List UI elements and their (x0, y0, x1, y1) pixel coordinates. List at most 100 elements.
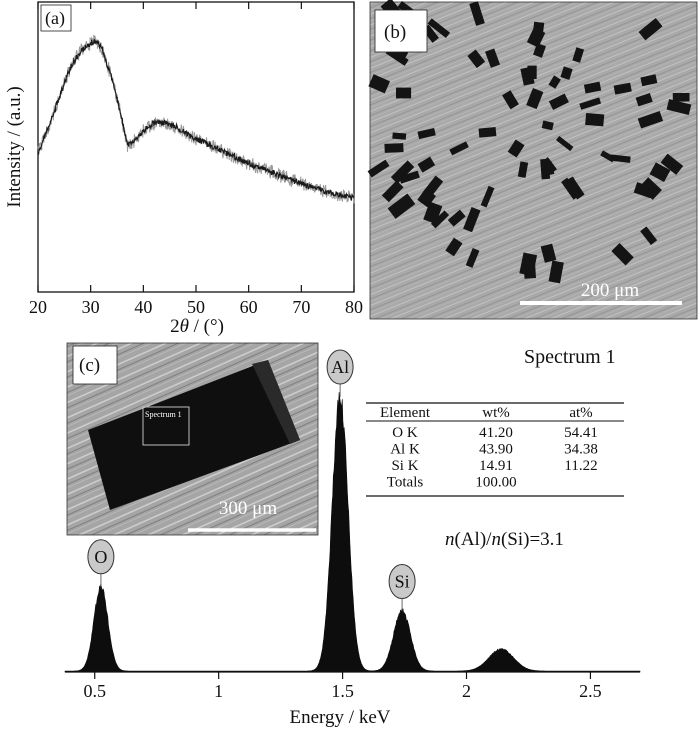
sem-flake (649, 162, 671, 182)
sem-flake (478, 127, 497, 138)
eds-spectrum-area (64, 392, 641, 673)
sem-flake (396, 87, 412, 99)
sem-flake (467, 49, 486, 69)
sem-flake (640, 226, 658, 246)
sem-flake (565, 176, 580, 193)
table-cell: 43.90 (479, 442, 513, 458)
x-tick-label: 2 (462, 681, 471, 701)
sem-flake (507, 139, 525, 158)
spectrum-title: Spectrum 1 (524, 346, 616, 368)
xrd-noise-envelope (37, 34, 355, 204)
sem-flake (390, 160, 415, 184)
sem-flake (447, 209, 466, 227)
table-header-cell: wt% (482, 405, 510, 421)
atomic-ratio: n(Al)/n(Si)=3.1 (445, 529, 564, 550)
sem-flake (465, 248, 480, 268)
ratio-si: (Si)=3.1 (501, 529, 564, 550)
sem-flake (469, 1, 485, 26)
table-cell: 14.91 (479, 458, 513, 474)
sem-flake (449, 141, 469, 156)
table-cell: Al K (390, 442, 420, 458)
x-tick-label: 0.5 (83, 681, 106, 701)
sem-c-scale-label: 300 μm (219, 498, 277, 519)
sem-flake (517, 161, 529, 178)
panel-b-label: (b) (384, 22, 406, 43)
sem-c-flake-edge (252, 360, 300, 444)
sem-flake (417, 156, 436, 173)
x-tick-label: 1.5 (331, 681, 354, 701)
ratio-n2: n (491, 529, 501, 550)
sem-flake (540, 243, 557, 263)
sem-c-roi-label: Spectrum 1 (145, 410, 182, 419)
sem-flake (526, 87, 544, 110)
table-cell: 34.38 (564, 442, 598, 458)
sem-flake (430, 210, 450, 229)
sem-flake (583, 81, 602, 94)
eds-xlabel: Energy / keV (290, 707, 391, 728)
sem-flake (548, 93, 569, 111)
sem-c-roi-box (142, 406, 190, 446)
sem-flake (611, 243, 634, 266)
sem-flake (527, 65, 537, 80)
eds-peaks (64, 392, 641, 673)
sem-flake (666, 99, 692, 115)
sem-flake (548, 75, 561, 89)
sem-c-flake (88, 360, 300, 510)
sem-flake (384, 143, 404, 153)
x-tick-label: 50 (187, 297, 205, 317)
sem-flake (660, 153, 684, 175)
panel-c-label-box (72, 345, 118, 385)
sem-flake (556, 135, 574, 152)
sem-flake (548, 260, 564, 284)
sem-flake (672, 92, 690, 102)
table-header-cell: at% (569, 405, 592, 421)
sem-flake (579, 97, 602, 110)
peak-label-text: Si (395, 572, 410, 592)
peak-label-text: Al (331, 357, 349, 377)
table-cells: Element wt% at% O K 41.20 54.41 Al K 43.90 34.38… (380, 405, 598, 491)
sem-flake (561, 177, 580, 200)
panel-a-label-box (40, 4, 72, 32)
sem-flake (637, 110, 664, 129)
sem-flake (392, 132, 407, 140)
sem-flake (542, 157, 557, 174)
ratio-n1: n (445, 529, 455, 550)
sem-flake (541, 120, 554, 131)
plot-a-xlabel: 2θ / (°) (170, 316, 224, 337)
x-tick-label: 20 (29, 297, 47, 317)
plot-a-x-ticks: 20 30 40 50 60 70 80 (29, 2, 363, 317)
eds-peak-labels: O Al Si (87, 349, 416, 612)
sem-flake (417, 127, 436, 140)
sem-flake (398, 170, 420, 184)
table-cell: O K (392, 425, 418, 441)
x-tick-label: 60 (240, 297, 258, 317)
panel-a: 20 30 40 50 60 70 80 (a) Intensity / (a.u.) 2θ… (4, 1, 363, 337)
xlabel-two: 2 (170, 316, 180, 337)
xlabel-theta: θ (180, 316, 189, 337)
ratio-al: (Al)/ (455, 529, 493, 550)
xlabel-unit: / (°) (189, 316, 224, 337)
xrd-curve (37, 39, 355, 201)
panel-b-sem-image: (b) 200 μm (367, 0, 698, 320)
panel-c-sem-inset: Spectrum 1 (c) 300 μm (66, 342, 319, 536)
sem-flake (381, 180, 404, 203)
sem-flake (387, 193, 416, 219)
x-tick-label: 2.5 (579, 681, 602, 701)
x-tick-label: 1 (214, 681, 223, 701)
sem-flake (533, 43, 546, 58)
sem-flake (526, 27, 546, 48)
panel-c: 0.5 1 1.5 2 2.5 Energy / keV O Al Si Spectrum … (64, 342, 641, 728)
x-tick-label: 30 (82, 297, 100, 317)
eds-x-ticks: 0.5 1 1.5 2 2.5 (83, 672, 602, 701)
sem-flake (519, 252, 538, 277)
table-cell: 100.00 (475, 475, 516, 491)
sem-flake (463, 207, 481, 233)
x-tick-label: 80 (345, 297, 363, 317)
panel-b-label-box (374, 9, 428, 53)
sem-flake (640, 74, 658, 87)
x-tick-label: 70 (292, 297, 310, 317)
sem-b-scale-label: 200 μm (581, 280, 639, 301)
table-cell: 11.22 (564, 458, 597, 474)
sem-flake (368, 74, 391, 94)
